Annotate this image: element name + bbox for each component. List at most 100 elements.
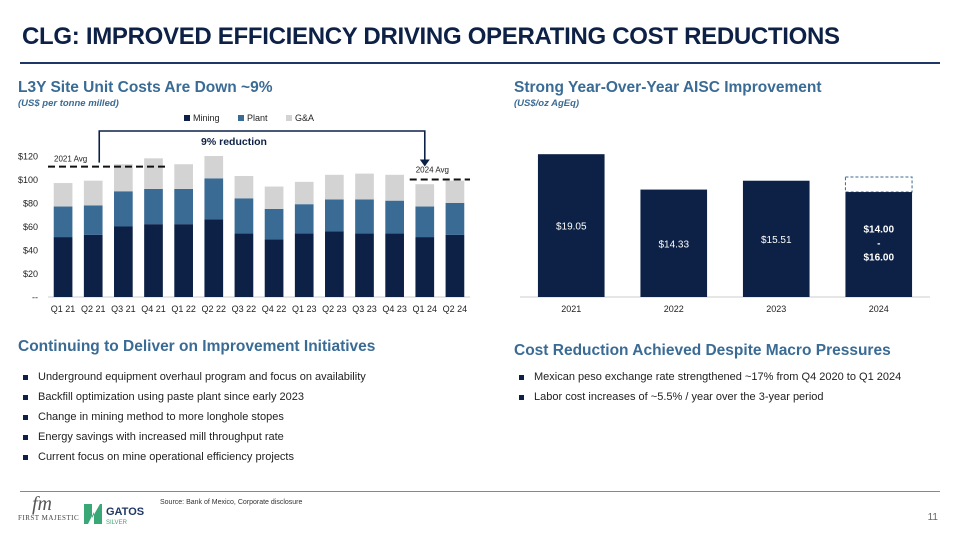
data-label: $14.33 (658, 239, 689, 250)
bar (742, 180, 810, 297)
y-tick-label: $20 (23, 269, 38, 279)
bar-ga (385, 174, 404, 201)
x-tick-label: 2023 (766, 304, 786, 314)
bar-plant (264, 208, 284, 240)
aisc-chart: 2021 $19.05 2022 $14.33 2023 $15.51 2024 $14.00… (520, 154, 930, 314)
legend-swatch (238, 115, 244, 121)
bar-mining (114, 226, 133, 297)
bar-ga (355, 173, 374, 200)
x-tick-label: Q3 23 (352, 304, 377, 314)
aisc-heading: Strong Year-Over-Year AISC Improvement (514, 79, 822, 96)
bar-mining (144, 224, 163, 297)
bar (845, 192, 913, 297)
reduction-arrow (98, 130, 426, 163)
x-tick-label: Q4 23 (382, 304, 407, 314)
bar-mining (234, 233, 254, 297)
list-item: Energy savings with increased mill throu… (22, 431, 462, 444)
reduction-label: 9% reduction (201, 136, 267, 148)
bar-ga (83, 180, 103, 206)
x-tick-label: Q4 21 (141, 304, 166, 314)
bar (537, 154, 605, 297)
x-tick-label: Q1 24 (413, 304, 438, 314)
bar (640, 189, 708, 297)
x-tick-label: Q1 21 (51, 304, 76, 314)
bar-mining (355, 233, 374, 297)
bar-mining (385, 233, 404, 297)
legend-swatch (286, 115, 292, 121)
avg-2024-label: 2024 Avg (416, 166, 449, 175)
list-item: Backfill optimization using paste plant … (22, 391, 462, 404)
bar-plant (415, 206, 435, 238)
list-item: Underground equipment overhaul program a… (22, 371, 462, 384)
gatos-silver-logo: GATOS SILVER (82, 500, 148, 533)
bar-plant (445, 203, 465, 235)
bar-ga (234, 175, 254, 199)
y-tick-label: $60 (23, 222, 38, 232)
bar-mining (415, 237, 435, 297)
list-item: Labor cost increases of ~5.5% / year ove… (518, 391, 938, 404)
list-item: Change in mining method to more longhole… (22, 411, 462, 424)
legend-label: Mining (193, 113, 220, 123)
bar-ga (114, 164, 133, 192)
page-number: 11 (927, 512, 938, 523)
bar-mining (53, 237, 73, 297)
bar-mining (174, 224, 193, 297)
bar-ga (144, 158, 163, 189)
x-tick-label: 2021 (561, 304, 581, 314)
bar-plant (294, 204, 314, 234)
y-tick-label: $80 (23, 199, 38, 209)
x-tick-label: Q2 22 (202, 304, 227, 314)
y-tick-label: $120 (18, 152, 38, 162)
page-title: CLG: IMPROVED EFFICIENCY DRIVING OPERATI… (22, 23, 840, 50)
bar-mining (325, 231, 344, 297)
fm-monogram-icon: fm (32, 493, 52, 515)
data-label: $16.00 (863, 253, 894, 264)
data-label: $15.51 (761, 235, 792, 246)
bar-ga (264, 186, 284, 209)
title-divider (20, 62, 940, 64)
range-box (844, 176, 913, 193)
x-tick-label: Q2 21 (81, 304, 106, 314)
x-tick-label: Q2 24 (443, 304, 468, 314)
bar-plant (355, 199, 374, 234)
x-tick-label: Q1 22 (171, 304, 196, 314)
arrow-head-icon (419, 159, 430, 167)
bar-plant (204, 178, 224, 220)
footer-divider (20, 491, 940, 492)
bar-ga (53, 183, 73, 207)
list-item: Current focus on mine operational effici… (22, 451, 462, 464)
bar-ga (174, 164, 193, 189)
unit-costs-heading: L3Y Site Unit Costs Are Down ~9% (18, 79, 273, 96)
bar-plant (114, 191, 133, 227)
gatos-subword: SILVER (106, 520, 128, 526)
unit-costs-chart: Mining Plant G&A -- $20 $40 $60 $80 $100 $120 Q1 2… (18, 113, 470, 314)
bar-mining (264, 239, 284, 297)
bar-plant (385, 200, 404, 234)
x-tick-label: Q1 23 (292, 304, 317, 314)
bar-mining (294, 233, 314, 297)
bar-ga (204, 156, 224, 179)
avg-2021-label: 2021 Avg (54, 155, 87, 164)
data-label: $14.00 (863, 225, 894, 236)
macro-list: Mexican peso exchange rate strengthened … (518, 371, 938, 411)
x-tick-label: Q3 21 (111, 304, 136, 314)
improvement-list: Underground equipment overhaul program a… (22, 371, 462, 471)
x-tick-label: 2022 (664, 304, 684, 314)
x-tick-label: Q2 23 (322, 304, 347, 314)
y-tick-label: -- (32, 293, 38, 303)
bar-plant (144, 188, 163, 225)
data-label: - (877, 239, 880, 250)
y-tick-label: $40 (23, 246, 38, 256)
x-tick-label: 2024 (869, 304, 889, 314)
bar-mining (204, 219, 224, 297)
bar-ga (415, 184, 435, 207)
macro-heading: Cost Reduction Achieved Despite Macro Pr… (514, 342, 891, 359)
bar-plant (174, 188, 193, 225)
source-note: Source: Bank of Mexico, Corporate disclo… (160, 499, 303, 506)
gatos-wordmark: GATOS (106, 506, 144, 518)
unit-costs-subheading: (US$ per tonne milled) (18, 98, 119, 109)
bar-mining (445, 234, 465, 297)
bar-ga (294, 181, 314, 205)
improvement-heading: Continuing to Deliver on Improvement Ini… (18, 338, 376, 355)
bar-plant (325, 199, 344, 232)
